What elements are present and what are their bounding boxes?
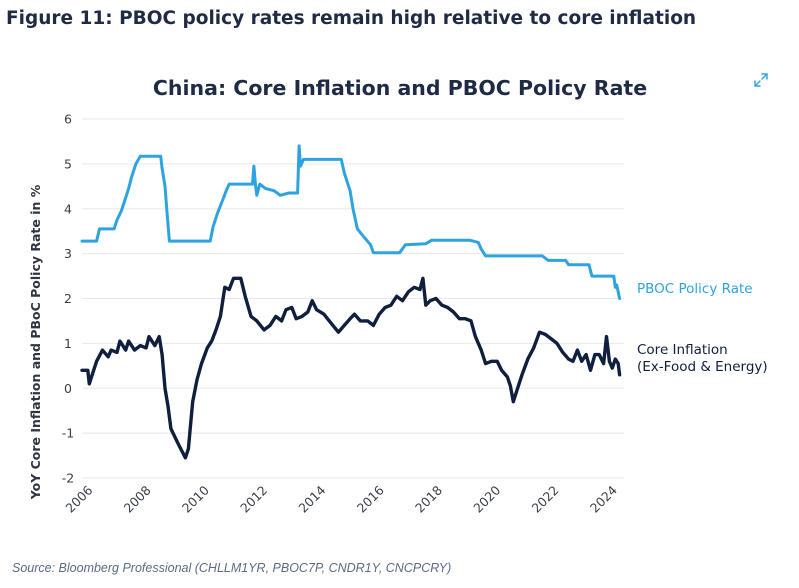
expand-arrows-icon[interactable]: [752, 71, 770, 89]
y-tick-label: -2: [62, 471, 74, 486]
x-tick-label: 2012: [237, 483, 270, 516]
x-tick-label: 2008: [121, 482, 154, 515]
x-tick-label: 2016: [354, 482, 387, 515]
x-tick-label: 2020: [470, 482, 503, 515]
x-tick-label: 2024: [587, 482, 620, 515]
x-tick-label: 2006: [62, 482, 95, 515]
y-tick-label: 1: [64, 336, 72, 351]
y-axis-label: YoY Core Inflation and PBoC Policy Rate …: [28, 184, 43, 500]
x-tick-label: 2018: [412, 482, 445, 515]
series-lines: [80, 144, 622, 460]
series-line-core-inflation: [80, 276, 622, 460]
series-labels: PBOC Policy Rate Core Inflation(Ex-Food &…: [637, 281, 768, 375]
y-tick-labels: -2 -1 0 1 2 3 4 5 6: [62, 112, 74, 486]
series-line-policy-rate: [80, 144, 622, 300]
line-chart: China: Core Inflation and PBOC Policy Ra…: [28, 76, 768, 516]
series-label-core-inflation-sub: (Ex-Food & Energy): [637, 359, 768, 375]
y-tick-label: -1: [62, 426, 74, 441]
y-tick-label: 3: [64, 246, 72, 261]
x-tick-labels: 2006 2008 2010 2012 2014 2016 2018 2020 2022 2024: [62, 482, 620, 515]
series-label-policy-rate: PBOC Policy Rate: [637, 281, 753, 297]
y-tick-label: 2: [64, 291, 72, 306]
y-tick-label: 0: [64, 381, 72, 396]
source-note: Source: Bloomberg Professional (CHLLM1YR…: [12, 561, 452, 575]
x-tick-label: 2022: [529, 483, 562, 516]
y-tick-label: 5: [64, 156, 72, 171]
chart-title: China: Core Inflation and PBOC Policy Ra…: [153, 76, 647, 100]
figure-title: Figure 11: PBOC policy rates remain high…: [6, 8, 697, 29]
chart-panel: China: Core Inflation and PBOC Policy Ra…: [0, 44, 799, 556]
x-tick-label: 2010: [179, 482, 212, 515]
y-tick-label: 4: [64, 201, 72, 216]
series-label-core-inflation: Core Inflation: [637, 342, 728, 358]
y-tick-label: 6: [64, 112, 72, 127]
x-tick-label: 2014: [295, 482, 328, 515]
